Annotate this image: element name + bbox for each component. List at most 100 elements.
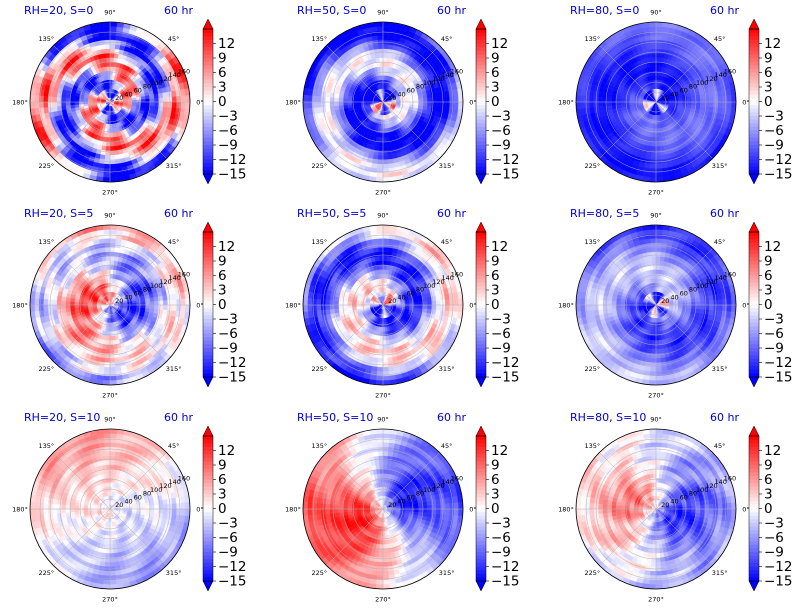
heatmap-cell	[144, 104, 151, 110]
colorbar-segment	[749, 116, 759, 121]
heatmap-cell	[386, 57, 391, 63]
heatmap-cell	[103, 335, 108, 341]
heatmap-cell	[316, 101, 322, 108]
heatmap-cell	[422, 101, 428, 107]
heatmap-cell	[109, 163, 116, 169]
colorbar-segment	[476, 126, 486, 132]
heatmap-cell	[52, 91, 58, 98]
heatmap-cell	[682, 101, 688, 105]
heatmap-cell	[113, 260, 118, 266]
heatmap-cell	[114, 154, 121, 160]
heatmap-cell	[107, 123, 111, 129]
colorbar-segment	[749, 152, 759, 157]
colorbar-segment	[476, 130, 486, 135]
heatmap-cell	[154, 101, 160, 107]
heatmap-cell	[65, 297, 71, 302]
heatmap-cell	[655, 57, 661, 63]
heatmap-cell	[114, 251, 120, 258]
heatmap-cell	[78, 302, 84, 306]
heatmap-cell	[652, 132, 657, 138]
heatmap-cell	[449, 95, 455, 103]
colorbar-segment	[476, 152, 486, 157]
colorbar-segment	[476, 145, 486, 150]
heatmap-cell	[109, 154, 116, 160]
heatmap-cell	[109, 251, 115, 257]
heatmap-cell	[655, 52, 661, 58]
heatmap-cell	[382, 44, 389, 50]
heatmap-cell	[109, 172, 117, 178]
polar-panel: 90°45°0°315°270°225°180°135°20 40 60 801001…	[12, 207, 246, 400]
heatmap-cell	[171, 101, 177, 108]
colorbar-segment	[749, 50, 759, 55]
heatmap-cell	[106, 335, 111, 341]
heatmap-cell	[649, 26, 657, 32]
heatmap-cell	[431, 97, 437, 103]
heatmap-cell	[648, 136, 654, 143]
colorbar-segment	[203, 105, 213, 110]
heatmap-cell	[620, 95, 626, 100]
heatmap-cell	[109, 70, 113, 76]
colorbar-segment	[476, 83, 486, 88]
heatmap-cell	[65, 97, 71, 103]
heatmap-cell	[311, 101, 317, 109]
heatmap-cell	[377, 35, 384, 41]
heatmap-cell	[347, 98, 353, 103]
heatmap-cell	[660, 48, 666, 55]
heatmap-cell	[154, 300, 160, 306]
heatmap-cell	[105, 260, 111, 266]
colorbar-segment	[476, 123, 486, 128]
heatmap-cell	[382, 146, 388, 152]
colorbar-segment	[749, 123, 759, 128]
heatmap-cell	[589, 90, 595, 97]
heatmap-cell	[325, 91, 331, 98]
heatmap-cell	[375, 141, 380, 147]
heatmap-cell	[427, 101, 433, 107]
heatmap-cell	[105, 48, 111, 54]
heatmap-cell	[650, 44, 657, 50]
heatmap-cell	[649, 172, 657, 178]
colorbar-segment	[476, 29, 486, 34]
heatmap-cell	[717, 90, 723, 97]
heatmap-cell	[649, 168, 657, 174]
heatmap-cell	[615, 98, 621, 103]
colorbar-segment	[749, 126, 759, 132]
heatmap-cell	[34, 101, 40, 109]
colorbar-segment	[203, 123, 213, 128]
heatmap-cell	[171, 90, 177, 97]
heatmap-cell	[65, 300, 71, 306]
heatmap-cell	[109, 264, 114, 270]
heatmap-cell	[376, 168, 384, 174]
radial-tick-label: 20	[388, 94, 396, 102]
heatmap-cell	[104, 163, 111, 169]
heatmap-cell	[325, 101, 331, 108]
heatmap-cell	[140, 307, 146, 312]
heatmap-cell	[109, 48, 115, 54]
heatmap-cell	[660, 44, 667, 50]
heatmap-cell	[106, 137, 111, 143]
colorbar-tick-label: −15	[764, 167, 793, 183]
heatmap-cell	[458, 101, 464, 110]
theta-tick-label: 45°	[714, 35, 726, 43]
colorbar-segment	[476, 79, 486, 84]
heatmap-cell	[648, 177, 657, 183]
heatmap-cell	[74, 95, 80, 100]
colorbar-segment	[749, 87, 759, 92]
heatmap-cell	[387, 44, 394, 50]
heatmap-cell	[109, 61, 114, 67]
theta-tick-label: 180°	[285, 99, 301, 107]
heatmap-cell	[375, 136, 381, 143]
heatmap-cell	[356, 99, 362, 103]
heatmap-cell	[158, 101, 164, 107]
heatmap-cell	[311, 95, 317, 103]
heatmap-cell	[655, 61, 660, 67]
heatmap-cell	[660, 154, 667, 160]
heatmap-cell	[726, 95, 732, 103]
colorbar-segment	[749, 130, 759, 135]
heatmap-cell	[107, 331, 111, 337]
heatmap-cell	[334, 93, 340, 99]
heatmap-cell	[144, 307, 151, 313]
radial-tick-label: 20	[115, 94, 123, 102]
heatmap-cell	[102, 177, 111, 183]
